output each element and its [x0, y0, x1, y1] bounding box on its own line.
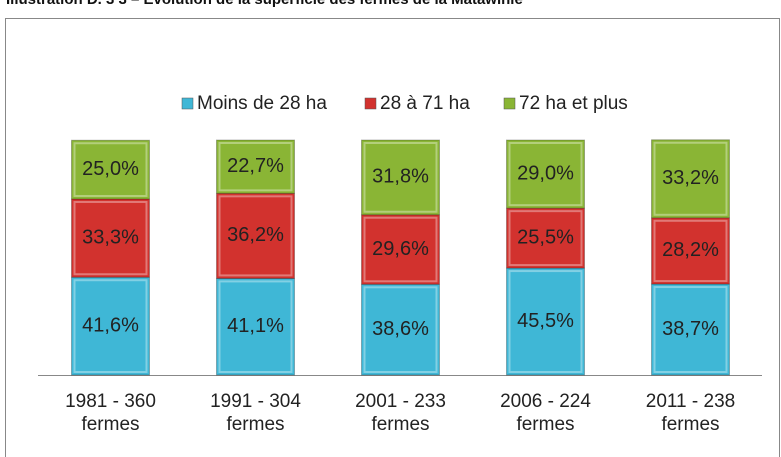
data-label: 45,5%	[517, 310, 574, 332]
bar-segment	[216, 277, 295, 376]
legend-swatch	[503, 97, 516, 110]
legend-label: 28 à 71 ha	[380, 93, 470, 114]
data-label: 33,2%	[662, 167, 719, 189]
data-label: 25,5%	[517, 226, 574, 248]
bar-highlight	[363, 142, 438, 213]
bar-segment	[71, 139, 150, 200]
x-tick-label: 2011 - 238 fermes	[645, 391, 736, 435]
x-tick-label: 2006 - 224 fermes	[500, 391, 591, 435]
bar-segment	[506, 139, 585, 209]
bar-highlight	[508, 270, 583, 374]
bar-highlight	[653, 219, 728, 283]
data-label: 41,1%	[227, 315, 284, 337]
data-label: 38,7%	[662, 318, 719, 340]
x-tick-label: 1981 - 360 fermes	[65, 391, 156, 435]
data-label: 22,7%	[227, 155, 284, 177]
bar-highlight	[73, 200, 148, 276]
bar-segment	[651, 217, 730, 285]
data-label: 31,8%	[372, 166, 429, 188]
legend-swatch	[181, 97, 194, 110]
bar-segment	[651, 283, 730, 376]
data-label: 28,2%	[662, 239, 719, 261]
bar-highlight	[218, 142, 293, 192]
bar-segment	[71, 276, 150, 376]
data-label: 25,0%	[82, 158, 139, 180]
bar-segment	[506, 207, 585, 269]
bar-highlight	[363, 286, 438, 374]
data-label: 36,2%	[227, 224, 284, 246]
bar-highlight	[653, 286, 728, 373]
x-tick-label: 2001 - 233 fermes	[355, 391, 446, 435]
data-label: 29,0%	[517, 162, 574, 184]
bar-highlight	[73, 142, 148, 197]
data-label: 33,3%	[82, 226, 139, 248]
x-tick-label: 1991 - 304 fermes	[210, 391, 301, 435]
chart-title: Illustration D. 3 3 – Évolution de la su…	[6, 0, 523, 8]
bar-highlight	[218, 280, 293, 374]
data-label: 29,6%	[372, 238, 429, 260]
bar-segment	[71, 198, 150, 278]
legend-swatch	[364, 97, 377, 110]
chart-frame	[5, 18, 780, 457]
bar-segment	[651, 139, 730, 219]
bar-highlight	[653, 141, 728, 216]
bar-segment	[216, 139, 295, 194]
bar-segment	[361, 283, 440, 376]
data-label: 41,6%	[82, 314, 139, 336]
data-label: 38,6%	[372, 318, 429, 340]
bar-segment	[506, 267, 585, 376]
legend-label: 72 ha et plus	[519, 93, 628, 114]
bar-highlight	[218, 195, 293, 277]
bar-highlight	[73, 279, 148, 373]
bar-highlight	[508, 210, 583, 267]
legend-label: Moins de 28 ha	[197, 93, 327, 114]
bar-highlight	[508, 142, 583, 207]
bar-highlight	[363, 216, 438, 283]
bar-segment	[361, 139, 440, 216]
